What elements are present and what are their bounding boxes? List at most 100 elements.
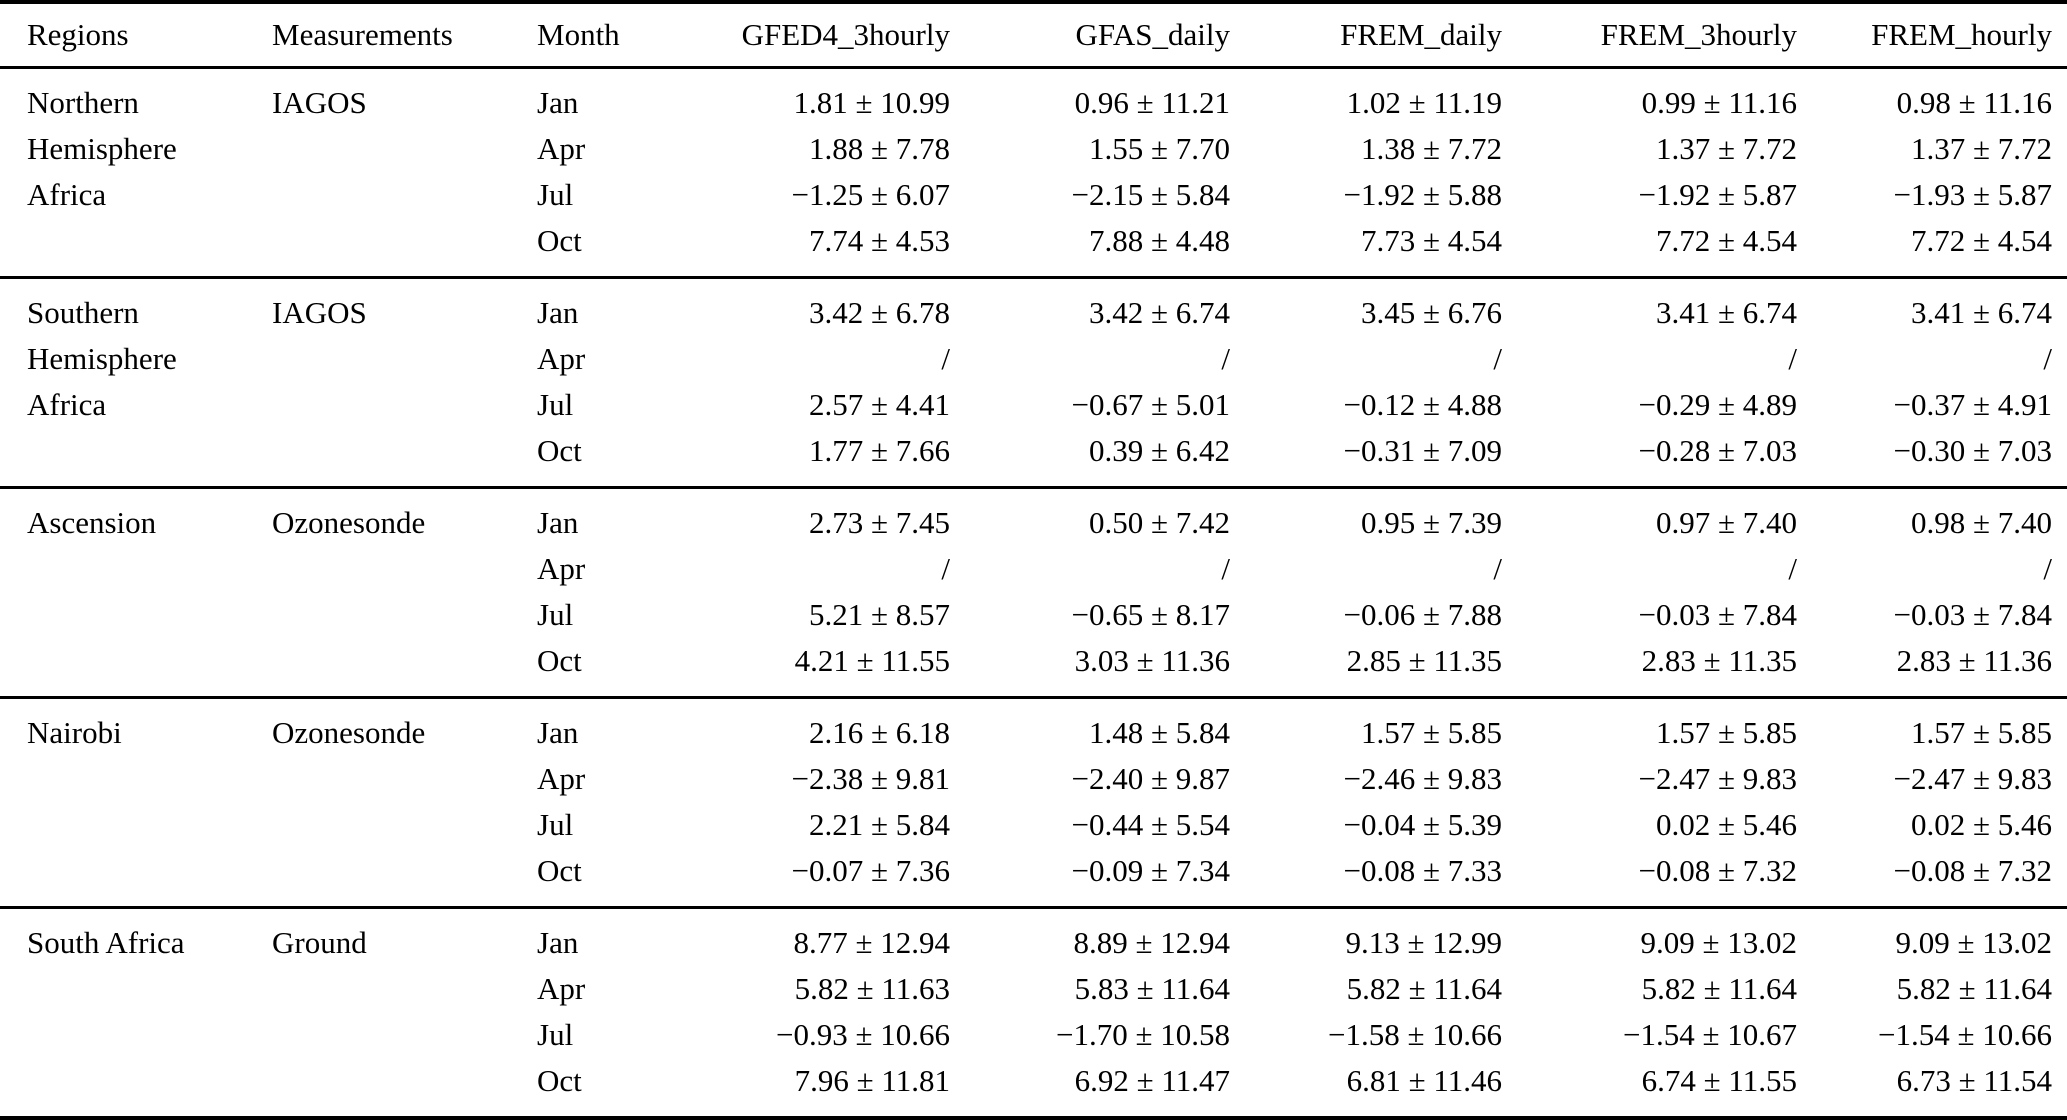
column-header-regions: Regions [0, 2, 245, 69]
value-cell: 0.50 ± 7.42 [1088, 505, 1230, 540]
table-row: Oct 7.74 ± 4.53 7.88 ± 4.48 7.73 ± 4.54 7.72… [0, 218, 2067, 278]
value-cell: 6.73 ± 11.54 [1896, 1063, 2052, 1098]
measurement-cell: Ozonesonde [272, 715, 426, 750]
column-header-frem-hourly: FREM_hourly [1812, 2, 2067, 69]
value-cell: / [1788, 341, 1797, 376]
value-cell: −2.38 ± 9.81 [791, 761, 951, 796]
value-cell: 1.57 ± 5.85 [1360, 715, 1502, 750]
month-cell: Apr [537, 971, 586, 1006]
value-cell: 3.42 ± 6.78 [808, 295, 950, 330]
value-cell: 3.41 ± 6.74 [1655, 295, 1797, 330]
value-cell: 1.02 ± 11.19 [1346, 85, 1502, 120]
value-cell: 6.92 ± 11.47 [1074, 1063, 1230, 1098]
value-cell: 7.74 ± 4.53 [808, 223, 950, 258]
value-cell: 6.81 ± 11.46 [1346, 1063, 1502, 1098]
value-cell: / [1221, 551, 1230, 586]
value-cell: −0.44 ± 5.54 [1071, 807, 1231, 842]
value-cell: −0.03 ± 7.84 [1638, 597, 1798, 632]
value-cell: 2.16 ± 6.18 [808, 715, 950, 750]
month-cell: Jul [537, 807, 574, 842]
table-row: South Africa Ground Jan 8.77 ± 12.94 8.89 ± … [0, 908, 2067, 967]
value-cell: 5.82 ± 11.64 [1346, 971, 1502, 1006]
value-cell: / [1493, 551, 1502, 586]
region-group: Nairobi Ozonesonde Jan 2.16 ± 6.18 1.48 ± 5.… [0, 698, 2067, 908]
value-cell: −0.93 ± 10.66 [776, 1017, 950, 1052]
value-cell: 9.09 ± 13.02 [1640, 925, 1797, 960]
value-cell: −0.08 ± 7.33 [1343, 853, 1503, 888]
measurement-cell: Ozonesonde [272, 505, 426, 540]
value-cell: 1.77 ± 7.66 [808, 433, 950, 468]
value-cell: 0.95 ± 7.39 [1360, 505, 1502, 540]
month-cell: Jul [537, 1017, 574, 1052]
month-cell: Oct [537, 643, 582, 678]
month-cell: Apr [537, 131, 586, 166]
value-cell: −1.92 ± 5.87 [1638, 177, 1798, 212]
value-cell: −0.06 ± 7.88 [1343, 597, 1503, 632]
column-header-gfed4-3hourly: GFED4_3hourly [645, 2, 965, 69]
value-cell: −2.15 ± 5.84 [1071, 177, 1231, 212]
value-cell: 3.45 ± 6.76 [1360, 295, 1502, 330]
value-cell: 3.42 ± 6.74 [1088, 295, 1230, 330]
value-cell: 9.13 ± 12.99 [1345, 925, 1502, 960]
table-row: Oct 7.96 ± 11.81 6.92 ± 11.47 6.81 ± 11.46 6… [0, 1058, 2067, 1118]
table-row: Oct 1.77 ± 7.66 0.39 ± 6.42 −0.31 ± 7.09 −0.… [0, 428, 2067, 488]
value-cell: 7.72 ± 4.54 [1655, 223, 1797, 258]
measurement-cell: IAGOS [272, 85, 367, 120]
value-cell: −0.04 ± 5.39 [1343, 807, 1503, 842]
value-cell: 7.96 ± 11.81 [794, 1063, 950, 1098]
table-row: Northern Hemisphere Africa IAGOS Jan 1.81 ±… [0, 68, 2067, 212]
value-cell: 2.21 ± 5.84 [808, 807, 950, 842]
value-cell: / [941, 551, 950, 586]
value-cell: 6.74 ± 11.55 [1641, 1063, 1797, 1098]
region-cell: Nairobi [27, 715, 122, 750]
column-header-month: Month [510, 2, 645, 69]
value-cell: 3.41 ± 6.74 [1910, 295, 2052, 330]
table-row: Apr 1.88 ± 7.78 1.55 ± 7.70 1.38 ± 7.72 1.37… [0, 126, 2067, 172]
value-cell: 7.72 ± 4.54 [1910, 223, 2052, 258]
value-cell: −2.40 ± 9.87 [1071, 761, 1231, 796]
month-cell: Apr [537, 761, 586, 796]
table-row: Southern Hemisphere Africa IAGOS Jan 3.42 ±… [0, 278, 2067, 422]
table-row: Ascension Ozonesonde Jan 2.73 ± 7.45 0.50 ± … [0, 488, 2067, 547]
value-cell: 8.89 ± 12.94 [1073, 925, 1230, 960]
region-group: Ascension Ozonesonde Jan 2.73 ± 7.45 0.50 ± … [0, 488, 2067, 698]
region-cell: Ascension [27, 505, 157, 540]
value-cell: / [941, 341, 950, 376]
month-cell: Jul [537, 387, 574, 422]
month-cell: Jan [537, 925, 579, 960]
value-cell: 1.48 ± 5.84 [1088, 715, 1230, 750]
value-cell: 0.39 ± 6.42 [1088, 433, 1230, 468]
value-cell: 2.57 ± 4.41 [808, 387, 950, 422]
value-cell: 7.73 ± 4.54 [1360, 223, 1502, 258]
value-cell: / [1788, 551, 1797, 586]
header-row: Regions Measurements Month GFED4_3hourly… [0, 2, 2067, 69]
value-cell: 1.81 ± 10.99 [793, 85, 950, 120]
value-cell: −0.09 ± 7.34 [1071, 853, 1231, 888]
value-cell: −0.08 ± 7.32 [1893, 853, 2053, 888]
value-cell: −0.12 ± 4.88 [1343, 387, 1503, 422]
value-cell: 1.38 ± 7.72 [1360, 131, 1502, 166]
month-cell: Oct [537, 1063, 582, 1098]
table-row: Jul −1.25 ± 6.07 −2.15 ± 5.84 −1.92 ± 5.88 −… [0, 172, 2067, 218]
table-row: Jul −0.93 ± 10.66 −1.70 ± 10.58 −1.58 ± 10.… [0, 1012, 2067, 1058]
month-cell: Jan [537, 505, 579, 540]
value-cell: −0.37 ± 4.91 [1893, 387, 2053, 422]
value-cell: 2.83 ± 11.35 [1641, 643, 1797, 678]
region-cell: South Africa [27, 925, 185, 960]
table-row: Jul 5.21 ± 8.57 −0.65 ± 8.17 −0.06 ± 7.88 −0… [0, 592, 2067, 638]
value-cell: 1.37 ± 7.72 [1655, 131, 1797, 166]
region-group: South Africa Ground Jan 8.77 ± 12.94 8.89 ± … [0, 908, 2067, 1119]
value-cell: −0.67 ± 5.01 [1071, 387, 1231, 422]
value-cell: 0.96 ± 11.21 [1074, 85, 1230, 120]
value-cell: 1.88 ± 7.78 [808, 131, 950, 166]
value-cell: 0.99 ± 11.16 [1641, 85, 1797, 120]
value-cell: / [1221, 341, 1230, 376]
measurement-cell: IAGOS [272, 295, 367, 330]
value-cell: −0.03 ± 7.84 [1893, 597, 2053, 632]
value-cell: 9.09 ± 13.02 [1895, 925, 2052, 960]
table-row: Jul 2.57 ± 4.41 −0.67 ± 5.01 −0.12 ± 4.88 −0… [0, 382, 2067, 428]
column-header-measurements: Measurements [245, 2, 510, 69]
value-cell: 5.83 ± 11.64 [1074, 971, 1230, 1006]
value-cell: 5.82 ± 11.64 [1896, 971, 2052, 1006]
